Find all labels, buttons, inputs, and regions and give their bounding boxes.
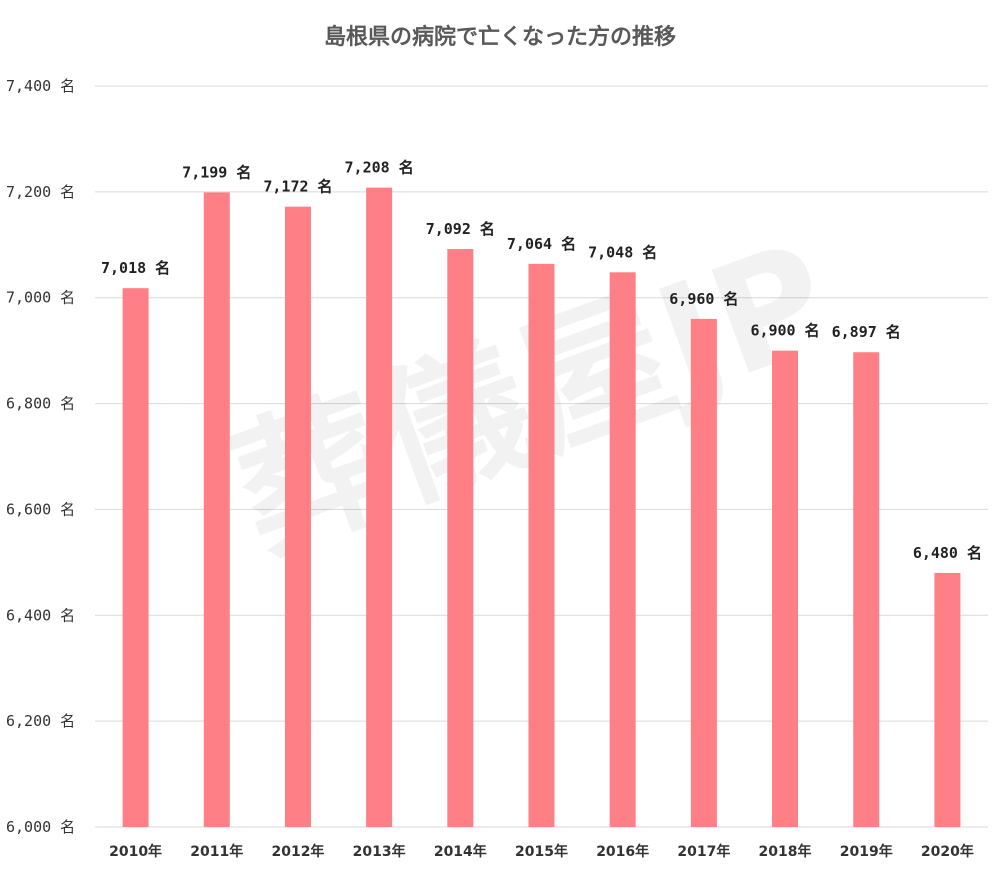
x-tick-label: 2018年 — [759, 843, 812, 860]
bar — [284, 206, 311, 828]
data-label: 7,018 名 — [101, 259, 170, 277]
y-tick-label: 7,400 名 — [6, 77, 75, 95]
data-label: 6,900 名 — [750, 322, 819, 340]
bar — [528, 263, 555, 828]
bar — [447, 249, 474, 827]
data-label: 7,208 名 — [345, 159, 414, 177]
x-tick-label: 2017年 — [677, 843, 730, 860]
bar — [690, 318, 717, 827]
x-tick-label: 2015年 — [515, 843, 568, 860]
data-label: 6,897 名 — [832, 323, 901, 341]
bar — [122, 288, 149, 827]
bar — [934, 572, 961, 827]
x-tick-label: 2012年 — [271, 843, 324, 860]
x-tick-label: 2016年 — [596, 843, 649, 860]
y-tick-label: 6,000 名 — [6, 818, 75, 836]
x-tick-label: 2011年 — [190, 843, 243, 860]
bar — [609, 272, 636, 827]
data-label: 7,092 名 — [426, 220, 495, 238]
bars — [122, 187, 961, 828]
bar — [772, 350, 799, 827]
data-label: 7,172 名 — [263, 178, 332, 196]
data-label: 7,064 名 — [507, 235, 576, 253]
data-label: 7,048 名 — [588, 243, 657, 261]
y-tick-label: 6,600 名 — [6, 500, 75, 518]
data-labels: 7,018 名 7,199 名 7,172 名 7,208 名 7,092 名 7,064… — [101, 159, 982, 562]
data-label: 6,480 名 — [913, 544, 982, 562]
x-tick-label: 2020年 — [921, 843, 974, 860]
bar — [366, 187, 393, 827]
y-tick-label: 6,200 名 — [6, 712, 75, 730]
y-tick-label: 7,200 名 — [6, 183, 75, 201]
x-axis-ticks: 2010年 2011年 2012年 2013年 2014年 2015年 2016年 2017年… — [109, 843, 974, 860]
x-tick-label: 2019年 — [840, 843, 893, 860]
data-label: 6,960 名 — [669, 290, 738, 308]
y-tick-label: 6,400 名 — [6, 606, 75, 624]
data-label: 7,199 名 — [182, 163, 251, 181]
bar — [853, 352, 880, 827]
chart-title: 島根県の病院で亡くなった方の推移 — [324, 24, 676, 50]
x-tick-label: 2013年 — [353, 843, 406, 860]
bar — [203, 192, 230, 828]
y-axis-ticks: 6,000 名 6,200 名 6,400 名 6,600 名 6,800 名 7,000… — [6, 77, 75, 836]
x-tick-label: 2014年 — [434, 843, 487, 860]
y-tick-label: 6,800 名 — [6, 395, 75, 413]
x-tick-label: 2010年 — [109, 843, 162, 860]
y-tick-label: 7,000 名 — [6, 289, 75, 307]
